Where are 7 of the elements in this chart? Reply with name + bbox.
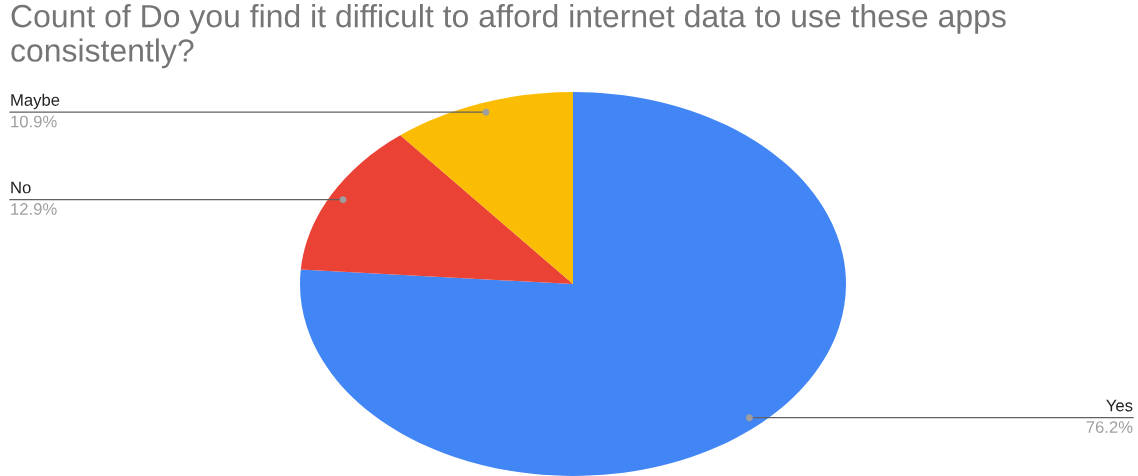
slice-label: Yes	[1106, 399, 1133, 412]
slice-label: Maybe	[11, 93, 60, 110]
chart-title: Count of Do you find it difficult to afford internet data to use these apps consistently?	[11, 4, 1006, 69]
data-label: 12.9%	[11, 203, 57, 215]
data-label: 76.2%	[1086, 421, 1133, 433]
slice-label: No	[11, 181, 31, 194]
data-label: 10.9%	[11, 115, 57, 128]
